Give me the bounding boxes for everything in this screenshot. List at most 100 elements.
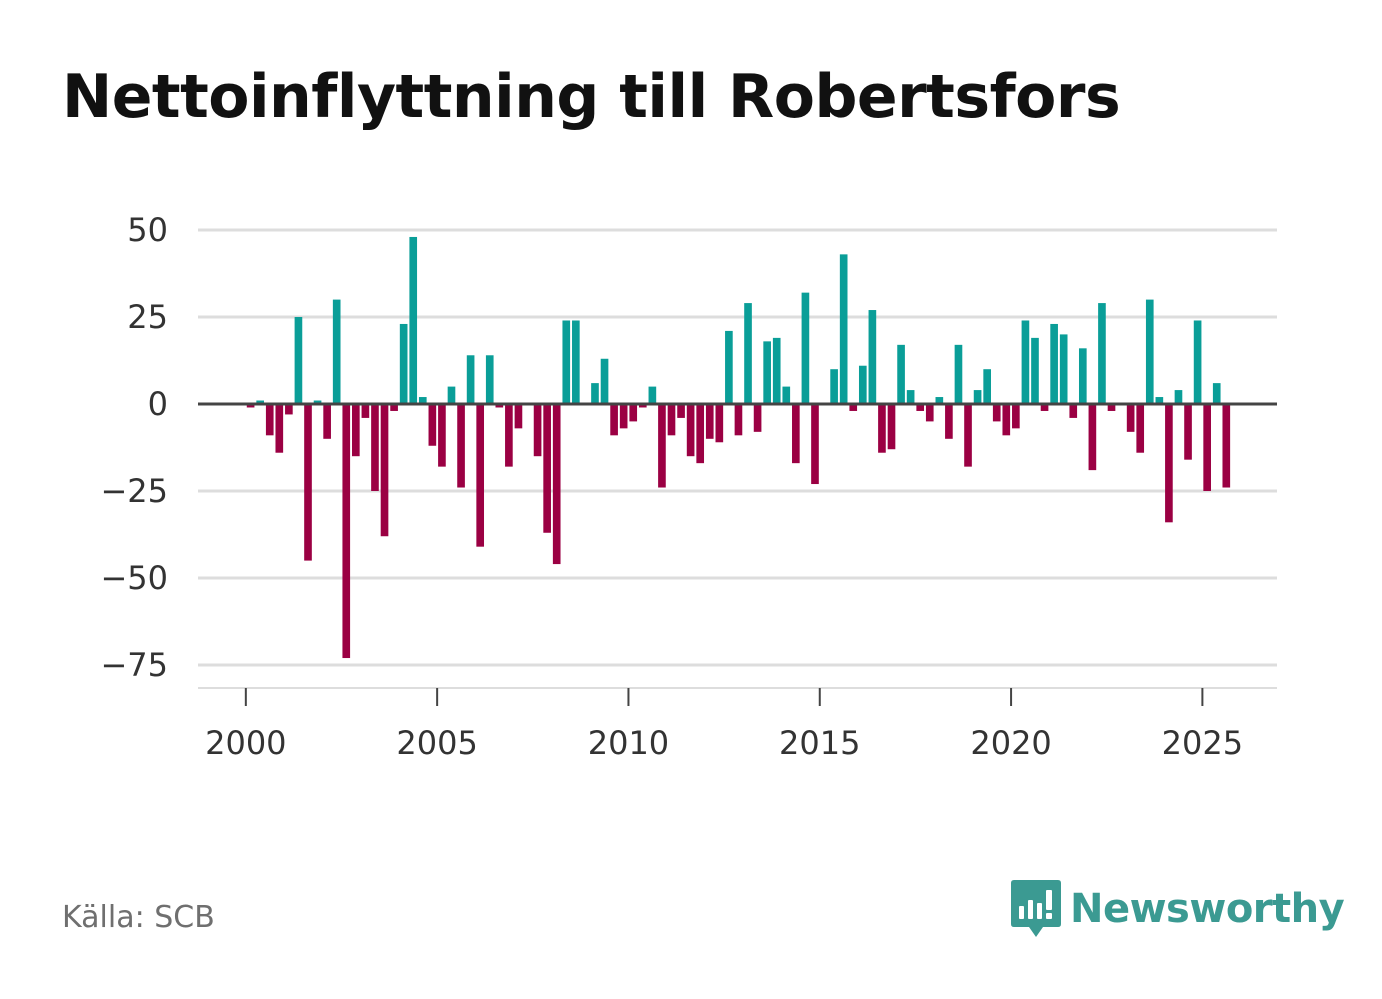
bar: [543, 404, 551, 533]
bar: [572, 320, 580, 404]
bar: [849, 404, 858, 411]
bar: [495, 404, 504, 408]
bar: [1098, 303, 1106, 404]
bar: [466, 355, 475, 404]
source-note: Källa: SCB: [62, 900, 215, 935]
bar: [1222, 404, 1231, 488]
bar: [332, 299, 341, 404]
bar: [648, 386, 657, 404]
bar: [782, 386, 791, 404]
bar: [916, 404, 925, 411]
axes: 50 25 0 −25 −50 −75 2000 2005 2010 2015 2020 2025: [100, 211, 1277, 762]
bar: [858, 365, 867, 404]
brand-name: Newsworthy: [1070, 886, 1345, 932]
brand-logo: Newsworthy: [1010, 878, 1345, 940]
bar: [744, 303, 752, 404]
bar: [973, 390, 982, 404]
bar: [763, 341, 771, 404]
bar: [399, 323, 408, 404]
bar: [1165, 404, 1173, 523]
bar: [686, 404, 695, 457]
bar: [294, 317, 303, 404]
bar: [600, 358, 609, 404]
bar: [887, 404, 896, 450]
bar: [935, 397, 944, 404]
bar: [772, 337, 781, 404]
bar: [983, 369, 991, 404]
bar: [313, 400, 322, 404]
y-tick-label: −50: [100, 559, 168, 597]
bar: [830, 369, 838, 404]
bar: [667, 404, 676, 436]
bar: [1126, 404, 1135, 432]
y-tick-label: 0: [148, 385, 168, 423]
bar: [418, 397, 427, 404]
bar: [352, 404, 360, 457]
bar: [992, 404, 1001, 422]
bar: [390, 404, 398, 411]
bar: [428, 404, 437, 446]
bar: [246, 404, 255, 408]
bar: [591, 383, 599, 404]
bar: [409, 236, 418, 404]
bar: [906, 390, 915, 404]
chart-title: Nettoinflyttning till Robertsfors: [62, 62, 1121, 132]
x-tick-label: 2010: [588, 724, 669, 762]
bar: [1212, 383, 1221, 404]
bar: [696, 404, 705, 464]
bar: [878, 404, 886, 453]
bar: [342, 404, 351, 659]
bar: [1155, 397, 1164, 404]
bar: [1031, 337, 1039, 404]
bar: [304, 404, 312, 561]
bar: [1050, 323, 1058, 404]
gridlines: [198, 228, 1277, 667]
x-tick-label: 2020: [970, 724, 1051, 762]
bar: [1193, 320, 1202, 404]
bar: [1174, 390, 1183, 404]
bar: [1184, 404, 1192, 460]
bar: [677, 404, 685, 418]
bar: [792, 404, 800, 464]
y-tick-label: 50: [127, 211, 168, 249]
bar: [658, 404, 666, 488]
bar: [476, 404, 485, 547]
bar: [1040, 404, 1049, 411]
bar: [1012, 404, 1020, 429]
bar: [1145, 299, 1154, 404]
bar: [1136, 404, 1145, 453]
bar: [1002, 404, 1011, 436]
x-tick-label: 2015: [779, 724, 860, 762]
x-tick-label: 2025: [1162, 724, 1243, 762]
bar: [734, 404, 743, 436]
bar: [619, 404, 628, 429]
bar: [533, 404, 542, 457]
bar: [801, 292, 810, 404]
bar: [1078, 348, 1087, 404]
bar: [725, 330, 733, 404]
bar: [964, 404, 972, 467]
bars: [246, 236, 1231, 659]
x-tick-label: 2005: [396, 724, 477, 762]
bar: [925, 404, 934, 422]
bar: [285, 404, 293, 415]
bar: [811, 404, 819, 485]
bar: [438, 404, 446, 467]
bar: [457, 404, 465, 488]
newsworthy-logo-icon: [1011, 880, 1061, 937]
y-tick-label: −75: [100, 646, 168, 684]
bar: [361, 404, 370, 418]
bar: [323, 404, 331, 439]
y-tick-label: −25: [100, 472, 168, 510]
bar: [839, 254, 848, 404]
bar: [1059, 334, 1068, 404]
bar: [945, 404, 953, 439]
bar: [275, 404, 284, 453]
bar: [954, 344, 963, 404]
bar: [256, 400, 264, 404]
bar: [1107, 404, 1116, 411]
bar: [552, 404, 561, 565]
bar: [638, 404, 647, 408]
bar: [715, 404, 724, 443]
bar: [629, 404, 638, 422]
